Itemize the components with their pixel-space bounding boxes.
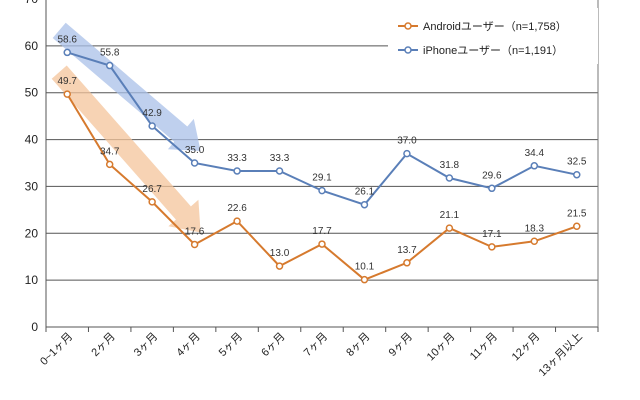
iphone-point xyxy=(105,61,114,70)
android-data-label: 13.0 xyxy=(270,248,290,259)
y-tick-label: 10 xyxy=(25,273,39,287)
legend-iphone-marker xyxy=(404,46,412,54)
android-point xyxy=(190,240,199,249)
y-tick-label: 30 xyxy=(25,179,39,193)
iphone-point xyxy=(190,159,199,167)
x-tick-label: 8ヶ月 xyxy=(344,331,372,359)
android-data-label: 17.1 xyxy=(482,229,502,240)
iphone-point xyxy=(360,200,369,209)
iphone-point xyxy=(488,184,496,193)
x-tick-label: 7ヶ月 xyxy=(302,331,330,359)
iphone-data-label: 26.1 xyxy=(355,187,375,198)
android-point xyxy=(488,243,496,251)
iphone-data-label: 37.0 xyxy=(397,136,417,147)
android-point xyxy=(148,198,156,206)
x-tick-label: 2ヶ月 xyxy=(89,331,117,359)
trend-arrows xyxy=(51,22,201,233)
iphone-point xyxy=(148,122,156,130)
android-trend-arrow xyxy=(51,65,201,233)
x-tick-label: 5ヶ月 xyxy=(217,331,245,359)
data-labels: 49.7 34.7 26.7 17.6 22.6 13.0 17.7 10.1 13.7 21.1… xyxy=(57,34,586,272)
android-data-label: 21.5 xyxy=(567,208,587,219)
iphone-data-label: 58.6 xyxy=(57,34,77,45)
x-tick-label: 3ヶ月 xyxy=(132,331,160,359)
x-tick-label: 13ヶ月以上 xyxy=(536,330,585,379)
iphone-data-label: 34.4 xyxy=(525,148,545,159)
android-point xyxy=(63,90,71,98)
y-tick-label: 60 xyxy=(25,39,39,53)
y-tick-label: 50 xyxy=(25,86,39,100)
android-point xyxy=(445,224,454,232)
android-data-label: 10.1 xyxy=(355,262,375,273)
android-data-label: 17.6 xyxy=(185,227,205,238)
iphone-data-label: 31.8 xyxy=(440,160,460,171)
iphone-data-label: 55.8 xyxy=(100,48,120,59)
android-point xyxy=(318,240,326,248)
legend-box xyxy=(388,8,598,64)
iphone-point xyxy=(63,48,71,57)
iphone-point xyxy=(530,162,539,170)
iphone-data-label: 35.0 xyxy=(185,145,205,156)
android-point xyxy=(403,259,411,267)
x-tick-label: 4ヶ月 xyxy=(174,331,202,359)
x-tick-label: 9ヶ月 xyxy=(387,331,415,359)
iphone-trend-arrow xyxy=(52,22,201,151)
android-data-label: 26.7 xyxy=(142,184,162,195)
iphone-point xyxy=(318,186,326,195)
android-point xyxy=(360,275,369,284)
iphone-point xyxy=(403,149,411,158)
iphone-data-label: 29.1 xyxy=(312,173,332,184)
android-data-label: 13.7 xyxy=(397,245,417,256)
iphone-point xyxy=(275,167,284,175)
x-tick-label: 0~1ヶ月 xyxy=(38,331,75,368)
y-tick-label: 40 xyxy=(25,133,39,147)
iphone-point xyxy=(573,170,581,179)
y-tick-label: 20 xyxy=(25,226,39,240)
x-tick-label: 6ヶ月 xyxy=(259,331,287,359)
android-data-label: 34.7 xyxy=(100,146,120,157)
x-tick-label: 10ヶ月 xyxy=(425,331,458,364)
android-data-label: 17.7 xyxy=(312,226,332,237)
y-tick-label: 0 xyxy=(31,320,38,334)
android-point xyxy=(530,237,539,246)
android-point xyxy=(573,222,581,231)
iphone-data-label: 33.3 xyxy=(227,153,247,164)
android-data-label: 18.3 xyxy=(525,223,545,234)
iphone-data-label: 32.5 xyxy=(567,157,587,168)
legend-iphone-label: iPhoneユーザー（n=1,191） xyxy=(423,44,563,57)
iphone-point xyxy=(233,167,241,175)
android-data-label: 49.7 xyxy=(57,76,77,87)
legend-android-label: Androidユーザー（n=1,758） xyxy=(423,20,567,33)
x-tick-label: 11ヶ月 xyxy=(468,331,500,363)
y-tick-label: 70 xyxy=(25,0,39,6)
android-point xyxy=(233,217,241,225)
iphone-point xyxy=(445,174,454,182)
data-series xyxy=(63,48,581,284)
android-data-label: 21.1 xyxy=(440,210,460,221)
legend-android-marker xyxy=(404,22,412,30)
x-tick-label: 12ヶ月 xyxy=(510,331,543,364)
legend: Androidユーザー（n=1,758） iPhoneユーザー（n=1,191） xyxy=(388,8,598,64)
iphone-data-label: 42.9 xyxy=(142,108,162,119)
iphone-data-label: 33.3 xyxy=(270,153,290,164)
android-data-label: 22.6 xyxy=(227,203,247,214)
iphone-data-label: 29.6 xyxy=(482,170,502,181)
android-point xyxy=(275,262,284,270)
android-point xyxy=(105,160,114,169)
